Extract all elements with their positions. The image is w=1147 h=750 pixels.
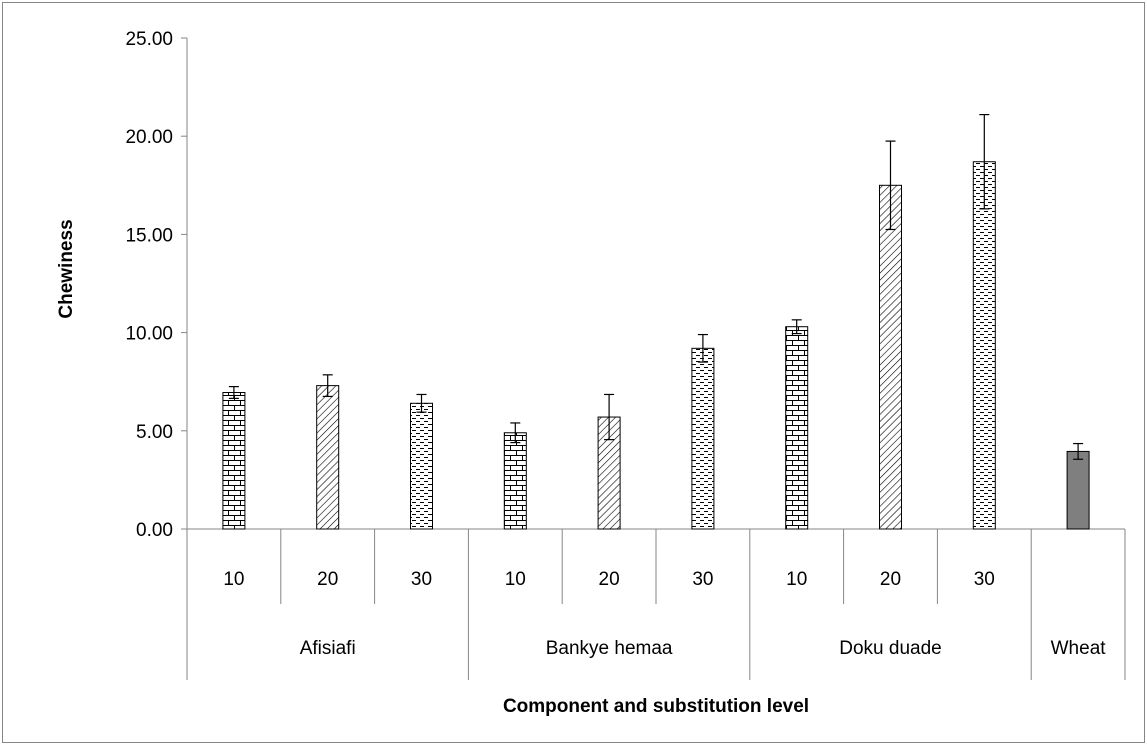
bar-doku-duade-10: [785, 326, 809, 530]
y-tick-label: 25.00: [125, 29, 173, 50]
x-level-label: 20: [599, 569, 620, 590]
bar-doku-duade-30: [972, 161, 996, 530]
x-group-label: Wheat: [1051, 638, 1107, 659]
y-tick-label: 20.00: [125, 127, 173, 148]
x-axis-title: Component and substitution level: [503, 696, 809, 717]
y-tick-label: 0.00: [136, 520, 173, 541]
bar-wheat-control: [1066, 450, 1090, 530]
y-tick-label: 10.00: [125, 324, 173, 345]
x-group-label: Doku duade: [839, 638, 941, 659]
y-tick-label: 5.00: [136, 422, 173, 443]
bars: [222, 161, 1090, 530]
x-level-label: 10: [505, 569, 526, 590]
bar-afisiafi-20: [316, 385, 340, 530]
x-group-label: Afisiafi: [300, 638, 356, 659]
x-level-label: 30: [974, 569, 995, 590]
x-axis: 10 20 30 Afisiafi 10 20 30 Bankye hemaa 10 20 30 Do…: [186, 528, 1126, 680]
x-level-label: 10: [223, 569, 244, 590]
bar-doku-duade-20: [879, 184, 902, 530]
x-level-label: 30: [411, 569, 432, 590]
y-tick-label: 15.00: [125, 225, 173, 246]
bar-afisiafi-30: [410, 402, 433, 530]
bar-bankye-hemaa-10: [503, 432, 527, 530]
x-level-label: 30: [692, 569, 713, 590]
y-axis: 0.00 5.00 10.00 15.00 20.00 25.00: [125, 29, 188, 541]
error-bars: [228, 113, 1084, 460]
x-level-label: 20: [880, 569, 901, 590]
y-axis-title: Chewiness: [56, 219, 77, 318]
bar-bankye-hemaa-30: [691, 347, 715, 530]
bar-afisiafi-10: [222, 392, 246, 530]
x-level-label: 20: [317, 569, 338, 590]
x-level-label: 10: [786, 569, 807, 590]
x-group-label: Bankye hemaa: [546, 638, 673, 659]
